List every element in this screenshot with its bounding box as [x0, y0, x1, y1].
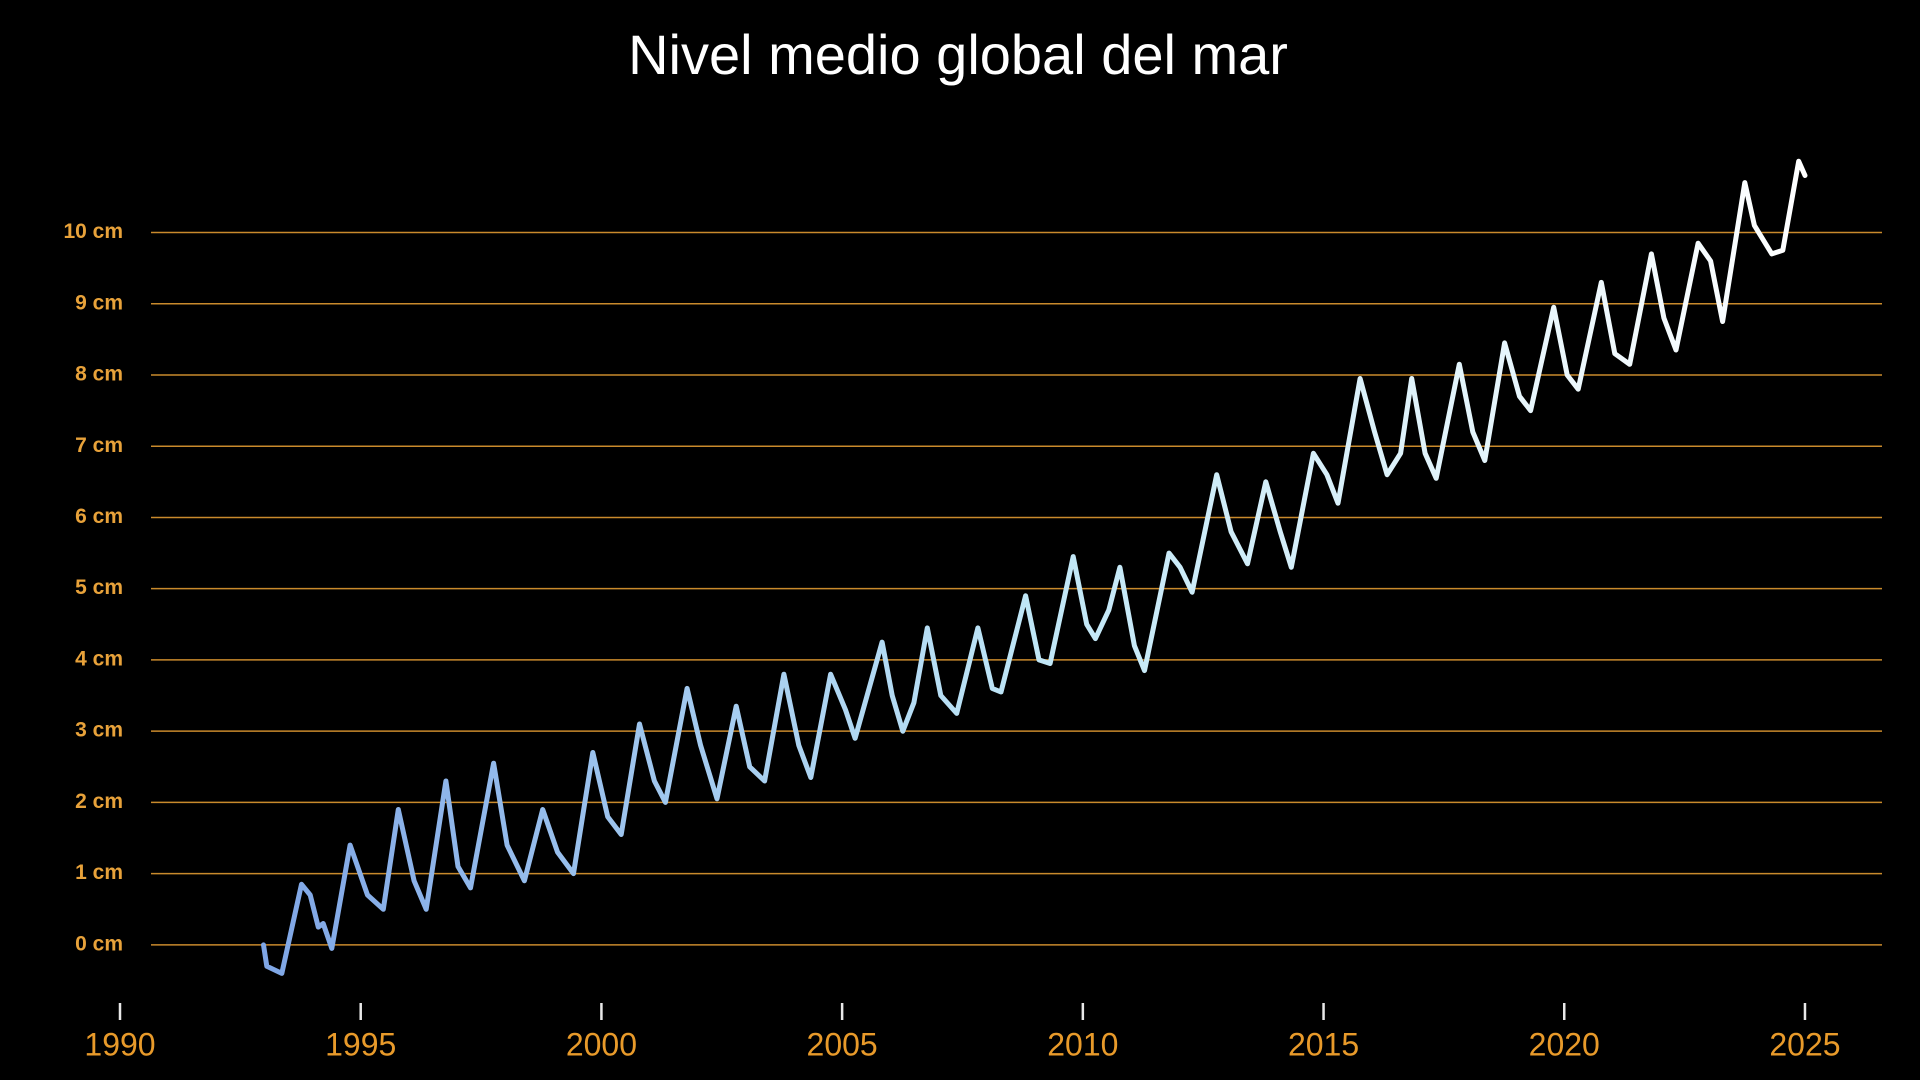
x-tick-label: 1990: [84, 1026, 155, 1062]
chart-title: Nivel medio global del mar: [628, 23, 1288, 86]
y-tick-label: 1 cm: [75, 861, 123, 884]
y-tick-label: 10 cm: [63, 220, 123, 243]
y-tick-label: 3 cm: [75, 719, 123, 742]
sea-level-line: [261, 158, 1808, 976]
y-tick-label: 0 cm: [75, 932, 123, 955]
x-tick-label: 2020: [1529, 1026, 1600, 1062]
x-tick-label: 2025: [1769, 1026, 1840, 1062]
y-tick-label: 6 cm: [75, 505, 123, 528]
x-tick-label: 2010: [1047, 1026, 1118, 1062]
y-tick-label: 5 cm: [75, 576, 123, 599]
x-tick-label: 1995: [325, 1026, 396, 1062]
y-tick-label: 7 cm: [75, 434, 123, 457]
x-tick-label: 2005: [807, 1026, 878, 1062]
y-tick-label: 9 cm: [75, 291, 123, 314]
y-tick-label: 4 cm: [75, 647, 123, 670]
y-tick-label: 2 cm: [75, 790, 123, 813]
y-tick-label: 8 cm: [75, 363, 123, 386]
x-tick-label: 2015: [1288, 1026, 1359, 1062]
x-tick-label: 2000: [566, 1026, 637, 1062]
